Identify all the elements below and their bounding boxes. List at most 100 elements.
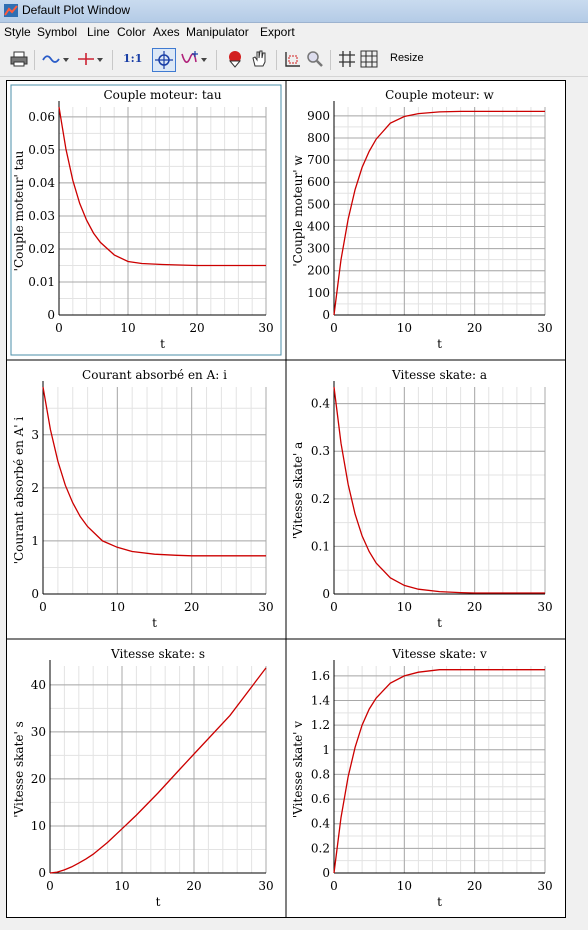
- toolbar-separator: [34, 50, 35, 70]
- y-tick-label: 0: [47, 308, 55, 322]
- x-tick-label: 0: [46, 879, 54, 893]
- grid-icon[interactable]: [338, 50, 356, 70]
- y-tick-label: 100: [307, 286, 330, 300]
- menu-color[interactable]: Color: [117, 25, 146, 39]
- app-icon: [4, 4, 18, 17]
- plot-panel[interactable]: 0 10 20 30 0 10 20 30 40 Vitesse skate: s t 'Vitess…: [12, 647, 274, 909]
- menu-style[interactable]: Style: [4, 25, 31, 39]
- y-tick-label: 800: [307, 131, 330, 145]
- menu-line[interactable]: Line: [87, 25, 110, 39]
- toolbar-separator: [276, 50, 277, 70]
- point-probe-icon[interactable]: [152, 48, 176, 72]
- menu-export[interactable]: Export: [260, 25, 295, 39]
- y-tick-label: 400: [307, 219, 330, 233]
- y-tick-label: 0.6: [311, 792, 330, 806]
- y-tick-label: 600: [307, 175, 330, 189]
- y-axis-label: 'Vitesse skate' a: [291, 442, 305, 540]
- x-tick-label: 0: [330, 321, 338, 335]
- title-bar: Default Plot Window: [0, 0, 588, 23]
- x-axis-label: t: [160, 337, 165, 351]
- plot-panel[interactable]: 0 10 20 30 0 0.01 0.02 0.03 0.04 0.05 0.06 Couple m…: [10, 84, 282, 356]
- x-tick-label: 10: [120, 321, 135, 335]
- pan-icon[interactable]: [226, 50, 244, 70]
- x-tick-label: 0: [39, 600, 47, 614]
- x-tick-label: 30: [537, 879, 552, 893]
- x-tick-label: 20: [467, 321, 482, 335]
- y-tick-label: 0.4: [311, 397, 330, 411]
- grid-both-icon[interactable]: [360, 50, 378, 70]
- chart-title: Couple moteur: w: [385, 88, 494, 102]
- toolbar-separator: [216, 50, 217, 70]
- y-tick-label: 1.4: [311, 694, 330, 708]
- x-tick-label: 30: [258, 879, 273, 893]
- menu-manipulator[interactable]: Manipulator: [186, 25, 249, 39]
- y-tick-label: 10: [31, 819, 46, 833]
- plot-panel[interactable]: 0 10 20 30 0 0.2 0.4 0.6 0.8 1 1.2 1.4 1.6 Vitesse sk…: [291, 647, 553, 909]
- series-line: [58, 106, 266, 267]
- series-line: [333, 669, 545, 874]
- y-axis-label: 'Couple moteur' w: [291, 155, 305, 267]
- x-tick-label: 10: [397, 321, 412, 335]
- toolbar: 1:1 Resize: [0, 42, 588, 77]
- x-tick-label: 30: [537, 321, 552, 335]
- y-tick-label: 0.4: [311, 817, 330, 831]
- y-tick-label: 1.2: [311, 718, 330, 732]
- y-tick-label: 2: [31, 481, 39, 495]
- plot-panel[interactable]: 0 10 20 300100200300400500600700800900Coupl…: [291, 88, 553, 351]
- y-axis-label: 'Vitesse skate' v: [291, 721, 305, 818]
- x-tick-label: 10: [114, 879, 129, 893]
- chart-title: Vitesse skate: s: [110, 647, 205, 661]
- print-icon[interactable]: [10, 50, 28, 70]
- menu-axes[interactable]: Axes: [153, 25, 180, 39]
- y-tick-label: 0.03: [28, 209, 55, 223]
- window-title: Default Plot Window: [22, 3, 131, 17]
- y-tick-label: 3: [31, 428, 39, 442]
- plot-panel[interactable]: 0 10 20 30 0 0.1 0.2 0.3 0.4 Vitesse skate: a t 'Vi…: [291, 368, 553, 630]
- zoom-icon[interactable]: [306, 50, 324, 70]
- y-tick-label: 0.8: [311, 767, 330, 781]
- menu-bar: Style Symbol Line Color Axes Manipulator…: [0, 23, 588, 41]
- line-style-icon[interactable]: [42, 50, 72, 70]
- y-axis-label: 'Courant absorbé en A' i: [12, 417, 26, 565]
- y-tick-label: 0.3: [311, 444, 330, 458]
- y-tick-label: 900: [307, 109, 330, 123]
- chart-title: Couple moteur: tau: [103, 88, 221, 102]
- trace-icon[interactable]: [180, 50, 210, 70]
- y-tick-label: 0: [322, 587, 330, 601]
- symbol-style-icon[interactable]: [76, 50, 106, 70]
- x-tick-label: 20: [189, 321, 204, 335]
- x-tick-label: 20: [467, 600, 482, 614]
- y-tick-label: 0.05: [28, 143, 55, 157]
- x-axis-label: t: [437, 895, 442, 909]
- chart-title: Vitesse skate: v: [391, 647, 487, 661]
- toolbar-separator: [330, 50, 331, 70]
- x-tick-label: 0: [330, 600, 338, 614]
- y-tick-label: 1.6: [311, 669, 330, 683]
- hand-icon[interactable]: [250, 50, 268, 70]
- y-tick-label: 0: [31, 587, 39, 601]
- x-tick-label: 10: [397, 600, 412, 614]
- y-axis-label: 'Vitesse skate' s: [12, 721, 26, 818]
- ratio-icon[interactable]: 1:1: [123, 52, 143, 65]
- menu-symbol[interactable]: Symbol: [37, 25, 78, 39]
- resize-button[interactable]: Resize: [390, 52, 424, 64]
- y-tick-label: 0.2: [311, 492, 330, 506]
- toolbar-separator: [112, 50, 113, 70]
- x-tick-label: 20: [186, 879, 201, 893]
- chart-title: Courant absorbé en A: i: [82, 368, 227, 382]
- x-tick-label: 10: [397, 879, 412, 893]
- plot-panel[interactable]: 0 10 20 30 0 1 2 3 Courant absorbé en A: i t 'Cour…: [12, 368, 274, 630]
- x-axis-label: t: [156, 895, 161, 909]
- y-tick-label: 0.2: [311, 841, 330, 855]
- y-tick-label: 30: [31, 725, 46, 739]
- x-tick-label: 30: [537, 600, 552, 614]
- zoom-box-icon[interactable]: [284, 50, 302, 70]
- x-tick-label: 10: [110, 600, 125, 614]
- y-tick-label: 0.06: [28, 110, 55, 124]
- y-axis-label: 'Couple moteur' tau: [12, 150, 26, 271]
- x-axis-label: t: [152, 616, 157, 630]
- series-line: [42, 386, 266, 557]
- y-tick-label: 0.1: [311, 539, 330, 553]
- y-tick-label: 20: [31, 772, 46, 786]
